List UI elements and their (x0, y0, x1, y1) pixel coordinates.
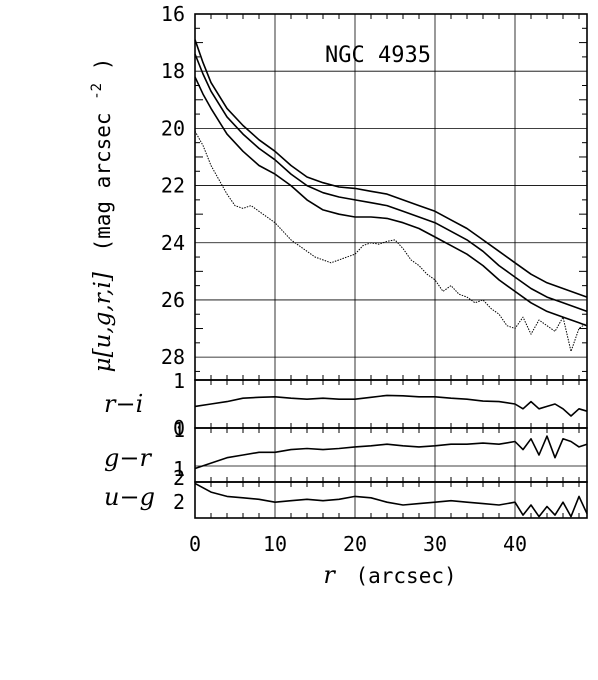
x-axis-unit: (arcsec) (355, 564, 456, 588)
x-tick-label: 20 (343, 532, 367, 556)
panel-label-r-i: r−i (104, 390, 143, 418)
series-line-r-i-0 (194, 394, 588, 417)
series-lines (194, 39, 588, 518)
y-tick-label: 16 (161, 2, 185, 26)
y-tick-label: 28 (161, 345, 185, 369)
y-tick-label-r-i: 0 (173, 416, 185, 440)
y-axis-exponent: -2 (89, 83, 105, 100)
grid-lines (195, 14, 587, 518)
y-axis-unit: (mag arcsec (91, 112, 115, 251)
series-line-surface-brightness-0 (194, 39, 588, 298)
series-line-g-r-0 (194, 435, 588, 470)
y-tick-label-g-r: 1 (173, 418, 185, 442)
y-tick-label-g-r: 2 (173, 466, 185, 490)
y-tick-label-r-i: 1 (173, 369, 185, 393)
panel-frame-surface-brightness (194, 13, 588, 381)
x-axis-variable: r (323, 561, 336, 589)
x-tick-label: 30 (423, 532, 447, 556)
y-tick-label: 24 (161, 231, 185, 255)
series-line-u-g-0 (194, 482, 588, 518)
x-axis-title: r (arcsec) (323, 561, 456, 589)
panel-label-g-r: g−r (104, 444, 152, 472)
y-tick-label: 26 (161, 288, 185, 312)
y-axis-variable: μ[u,g,r,i] (90, 272, 116, 372)
panel-label-u-g: u−g (104, 483, 155, 511)
y-tick-label: 22 (161, 174, 185, 198)
axes-frame (194, 13, 588, 519)
y-tick-label-u-g: 1 (173, 457, 185, 481)
x-tick-label: 10 (263, 532, 287, 556)
tick-marks (195, 14, 587, 518)
series-line-surface-brightness-3 (194, 130, 588, 352)
y-tick-label: 20 (161, 116, 185, 140)
x-tick-label: 0 (189, 532, 201, 556)
series-line-surface-brightness-2 (194, 76, 588, 327)
series-line-surface-brightness-1 (194, 53, 588, 313)
chart-title: NGC 4935 (325, 43, 431, 68)
y-axis-title: μ[u,g,r,i] (mag arcsec -2 ) (82, 58, 116, 373)
y-tick-label-u-g: 2 (173, 490, 185, 514)
panel-frame-g-r (194, 427, 588, 483)
y-tick-label: 18 (161, 59, 185, 83)
y-axis-unit-close: ) (91, 58, 115, 71)
x-tick-label: 40 (503, 532, 527, 556)
panel-frame-u-g (194, 481, 588, 519)
